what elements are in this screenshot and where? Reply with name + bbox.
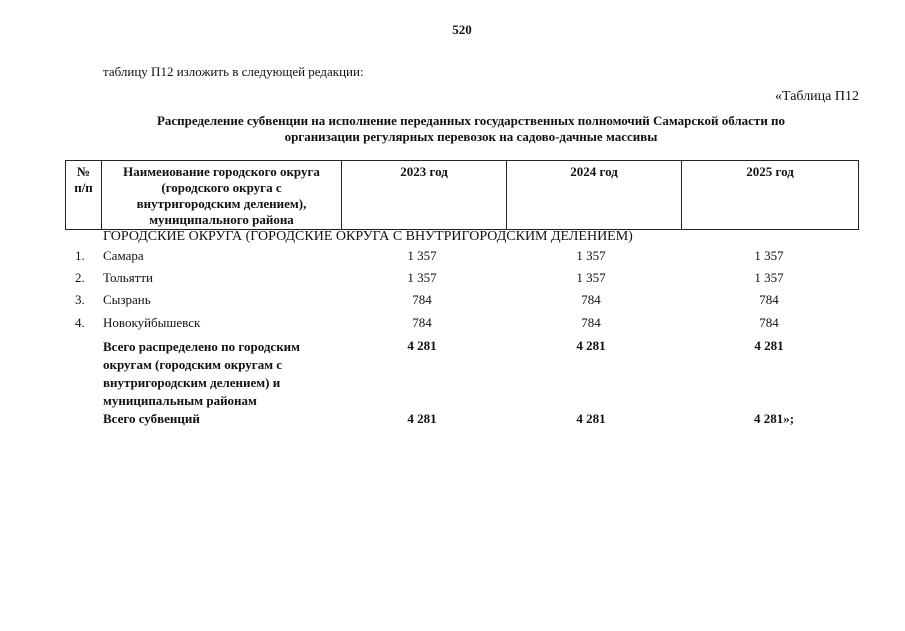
table-cell: 1. bbox=[75, 248, 85, 263]
table-cell: 4 281 bbox=[576, 338, 606, 353]
table-cell: Наимеиование городского округа bbox=[123, 164, 320, 179]
title-line-2: организации регулярных перевозок на садо… bbox=[284, 129, 658, 144]
table-cell: 1 357 bbox=[754, 270, 784, 285]
table-cell: 1 357 bbox=[576, 248, 606, 263]
table-cell: 1 357 bbox=[754, 248, 784, 263]
table-cell: Всего субвенций bbox=[103, 411, 200, 426]
table-cell: № bbox=[76, 164, 91, 179]
header-num: № п/п bbox=[66, 164, 101, 196]
table-cell: Тольятти bbox=[103, 270, 154, 285]
table-cell: внутригородским делением) и bbox=[103, 375, 281, 390]
header-2023: 2023 год bbox=[400, 164, 448, 179]
table-cell: 1 357 bbox=[576, 270, 606, 285]
page-number: 520 bbox=[452, 22, 472, 37]
table-cell: 4 281»; bbox=[754, 411, 795, 426]
header-2024: 2024 год bbox=[570, 164, 618, 179]
table-cell: 1 357 bbox=[407, 270, 437, 285]
table-cell: п/п bbox=[74, 180, 93, 195]
table-cell: муниципального района bbox=[149, 212, 294, 227]
table-cell: 784 bbox=[412, 315, 432, 330]
table-cell: 4. bbox=[75, 315, 85, 330]
table-cell: 4 281 bbox=[576, 411, 606, 426]
table-cell: 784 bbox=[581, 315, 601, 330]
table-cell: муниципальным районам bbox=[103, 393, 257, 408]
title-line-1: Распределение субвенции на исполнение пе… bbox=[156, 113, 786, 128]
table-cell: 3. bbox=[75, 292, 85, 307]
table-cell: Новокуйбышевск bbox=[103, 315, 201, 330]
table-cell: 4 281 bbox=[407, 411, 437, 426]
table-cell: 784 bbox=[759, 315, 779, 330]
table-cell: 4 281 bbox=[407, 338, 437, 353]
table-cell: 784 bbox=[759, 292, 779, 307]
table-cell: округам (городским округам с bbox=[103, 357, 283, 372]
table-cell: 1 357 bbox=[407, 248, 437, 263]
table-cell: 2. bbox=[75, 270, 85, 285]
intro-text: таблицу П12 изложить в следующей редакци… bbox=[103, 64, 364, 79]
table-cell: 784 bbox=[412, 292, 432, 307]
table-cell: Сызрань bbox=[103, 292, 151, 307]
table-cell: Всего распределено по городским bbox=[103, 339, 301, 354]
header-2025: 2025 год bbox=[746, 164, 794, 179]
table-cell: 4 281 bbox=[754, 338, 784, 353]
header-name: Наимеиование городского округа (городског… bbox=[102, 164, 341, 228]
table-header: № п/п Наимеиование городского округа (горо… bbox=[65, 160, 859, 230]
table-cell: внутригородским делением), bbox=[136, 196, 307, 211]
table-cell: Самара bbox=[103, 248, 144, 263]
section-heading: ГОРОДСКИЕ ОКРУГА (ГОРОДСКИЕ ОКРУГА С ВНУ… bbox=[103, 229, 633, 244]
table-cell: 784 bbox=[581, 292, 601, 307]
table-label: «Таблица П12 bbox=[775, 89, 859, 104]
table-cell: (городского округа с bbox=[161, 180, 282, 195]
